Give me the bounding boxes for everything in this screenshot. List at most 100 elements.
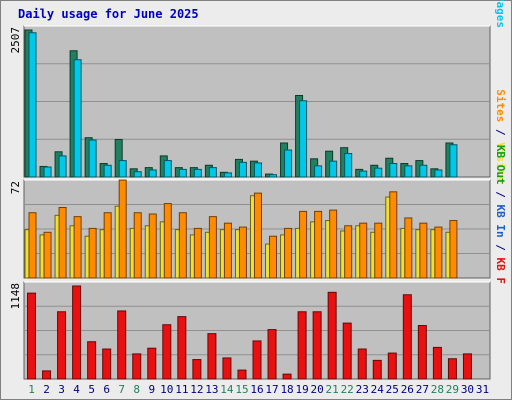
x-tick-label: 8 (133, 383, 140, 396)
x-tick-label: 25 (386, 383, 399, 396)
side-legend-segment: Sites (494, 89, 507, 122)
bar-pages (389, 163, 398, 178)
x-tick-label: 28 (431, 383, 444, 396)
bar-sites (284, 227, 293, 279)
bar-kb-f (282, 373, 292, 380)
bar-pages (28, 32, 37, 178)
x-tick-label: 21 (326, 383, 339, 396)
bar-pages (118, 160, 127, 178)
bar-pages (223, 172, 232, 178)
x-tick-label: 9 (148, 383, 155, 396)
x-tick-label: 10 (160, 383, 173, 396)
x-tick-label: 27 (416, 383, 429, 396)
bar-pages (148, 169, 157, 178)
bar-sites (419, 222, 428, 279)
bar-pages (404, 165, 413, 178)
bar-kb-f (312, 311, 322, 380)
panel-hits-files-pages: 2507 Hits / Files / Pages (9, 0, 507, 178)
side-legend-segment: KB F (494, 258, 507, 285)
bar-sites (329, 209, 338, 279)
side-legend-segment: / (494, 238, 507, 258)
bar-kb-f (237, 369, 247, 380)
bar-pages (344, 153, 353, 178)
x-tick-label: 19 (295, 383, 308, 396)
bar-sites (389, 191, 398, 279)
bar-pages (374, 167, 383, 178)
bar-sites (193, 227, 202, 279)
panel-kbf-kbin-kbout: 1148 KB Out / KB In / KB F (9, 145, 507, 380)
x-tick-label: 12 (190, 383, 203, 396)
bar-kb-f (402, 294, 412, 380)
bar-pages (284, 149, 293, 178)
panel-visits-sites: 72 Sites / Visits (9, 89, 507, 279)
x-tick-label: 17 (265, 383, 278, 396)
side-legend-segment: Pages (494, 0, 507, 28)
bar-pages (58, 155, 67, 178)
x-tick-label: 23 (356, 383, 369, 396)
bar-sites (434, 226, 443, 279)
side-legend-segment: KB Out (494, 145, 507, 185)
bar-sites (103, 212, 112, 279)
bar-kb-f (177, 316, 187, 380)
bar-kb-f (87, 341, 97, 380)
bar-kb-f (387, 352, 397, 380)
bar-sites (404, 217, 413, 279)
bar-sites (374, 222, 383, 279)
bar-sites (178, 212, 187, 279)
bar-pages (163, 160, 172, 178)
side-legend-segment: / (494, 185, 507, 205)
bar-kb-f (372, 359, 382, 380)
x-tick-label: 4 (73, 383, 80, 396)
x-tick-label: 3 (58, 383, 65, 396)
bar-sites (28, 212, 37, 279)
bar-pages (193, 168, 202, 178)
bar-sites (253, 192, 262, 279)
bar-sites (73, 216, 82, 279)
bar-kb-f (147, 347, 157, 380)
bar-sites (118, 179, 127, 279)
bar-kb-f (132, 353, 142, 380)
x-tick-label: 16 (250, 383, 263, 396)
bar-pages (419, 164, 428, 178)
bar-kb-f (357, 348, 367, 380)
bar-kb-f (27, 292, 37, 380)
x-tick-label: 26 (401, 383, 414, 396)
bar-pages (314, 165, 323, 178)
x-tick-label: 11 (175, 383, 188, 396)
x-tick-label: 15 (235, 383, 248, 396)
bar-kb-f (432, 346, 442, 380)
bar-pages (208, 167, 217, 178)
x-tick-label: 13 (205, 383, 218, 396)
bar-kb-f (117, 310, 127, 380)
bar-pages (359, 170, 368, 178)
x-tick-label: 14 (220, 383, 234, 396)
side-legend: Hits / Files / Pages (494, 0, 507, 28)
x-tick-label: 29 (446, 383, 459, 396)
x-tick-label: 18 (280, 383, 293, 396)
bar-sites (148, 213, 157, 279)
bar-sites (449, 220, 458, 279)
bar-kb-f (267, 329, 277, 380)
x-tick-label: 2 (43, 383, 50, 396)
side-legend: Sites / Visits (494, 89, 507, 182)
bar-sites (88, 227, 97, 279)
bar-kb-f (102, 348, 112, 380)
x-tick-label: 1 (28, 383, 35, 396)
bar-kb-f (327, 291, 337, 380)
side-legend: KB Out / KB In / KB F (494, 145, 507, 284)
bar-pages (43, 166, 52, 178)
x-tick-label: 30 (461, 383, 474, 396)
bar-pages (103, 164, 112, 178)
bar-sites (133, 212, 142, 279)
x-tick-label: 6 (103, 383, 110, 396)
bar-sites (269, 235, 278, 279)
bar-kb-f (417, 325, 427, 380)
x-tick-label: 20 (311, 383, 324, 396)
bar-pages (299, 100, 308, 178)
y-max-label: 1148 (9, 283, 22, 310)
bar-kb-f (162, 324, 172, 380)
bar-sites (223, 222, 232, 279)
bar-pages (269, 174, 278, 178)
bar-sites (344, 225, 353, 279)
x-tick-label: 24 (371, 383, 385, 396)
